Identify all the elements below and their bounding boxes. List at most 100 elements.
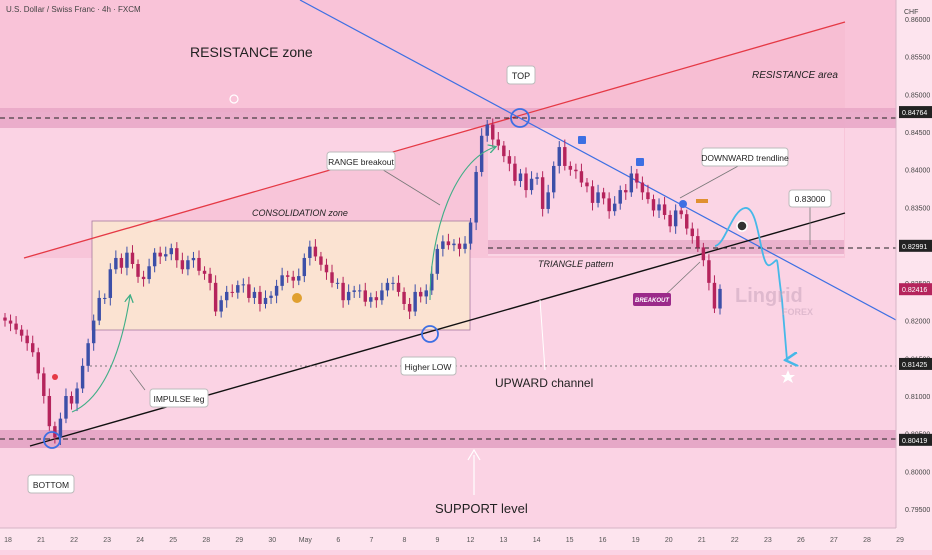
candle-body <box>103 297 107 299</box>
candle-body <box>496 139 501 146</box>
callout-line-range <box>379 167 441 206</box>
candle-body <box>252 291 257 298</box>
candle-body <box>285 275 290 277</box>
price-tag-bg <box>899 283 932 296</box>
y-tick-label: 0.85000 <box>905 92 930 99</box>
candle-body <box>601 192 606 199</box>
x-tick-label: 13 <box>500 537 508 544</box>
resistance-area-label: RESISTANCE area <box>752 70 838 81</box>
triangle-support-band <box>488 240 844 254</box>
y-tick-label: 0.80000 <box>905 469 930 476</box>
candle-body <box>42 373 46 396</box>
candle-body <box>407 303 412 312</box>
candle-body <box>646 192 650 200</box>
candle-body <box>191 257 196 261</box>
candle-body <box>125 252 129 268</box>
candle-body <box>385 282 390 291</box>
candle-body <box>513 163 517 182</box>
candle-body <box>402 291 406 304</box>
candle-body <box>507 156 512 164</box>
x-tick-label: 19 <box>632 537 640 544</box>
candle-body <box>263 297 268 304</box>
candle-body <box>529 178 534 191</box>
candle-body <box>97 297 101 321</box>
price-axis[interactable] <box>896 0 932 550</box>
candle-body <box>374 297 379 301</box>
candle-body <box>208 273 212 283</box>
candle-body <box>8 320 13 324</box>
candles-layer <box>3 118 722 446</box>
candle-body <box>291 276 295 281</box>
support-band <box>0 430 896 448</box>
projection-path <box>714 207 787 360</box>
x-tick-label: 9 <box>436 537 440 544</box>
candle-body <box>413 291 417 312</box>
callout-line-impulse <box>129 369 146 391</box>
svg-text:Lingrid: Lingrid <box>735 285 803 307</box>
y-tick-label: 0.82000 <box>905 319 930 326</box>
candle-body <box>579 171 584 183</box>
candle-body <box>369 297 373 302</box>
candle-body <box>673 210 678 227</box>
candle-body <box>457 243 462 249</box>
bottom-marker <box>43 431 61 449</box>
candle-body <box>574 169 578 172</box>
candle-body <box>180 260 185 270</box>
candle-body <box>463 243 467 249</box>
downward-trendline <box>299 0 896 321</box>
candle-body <box>435 248 440 274</box>
candle-body <box>380 290 384 301</box>
candle-body <box>685 214 689 229</box>
candle-body <box>274 285 279 296</box>
candle-body <box>618 190 622 204</box>
candle-body <box>502 145 506 157</box>
price-tag-bg <box>899 106 932 119</box>
candle-body <box>363 290 367 302</box>
breakout-badge: BREAKOUT <box>633 293 671 306</box>
candle-body <box>430 273 434 291</box>
x-tick-label: 22 <box>731 537 739 544</box>
downward-trendline-callout: DOWNWARD trendline <box>701 147 789 167</box>
candle-body <box>108 269 113 298</box>
x-tick-labels: 18 21 22 23 24 25 28 29 30 May 6 7 8 9 12 13 14 15 16 19 20 2… <box>4 537 904 544</box>
triangle-pattern-label: TRIANGLE pattern <box>538 259 614 269</box>
candle-body <box>202 270 207 274</box>
candle-body <box>80 365 85 389</box>
price-tag-bg <box>899 239 932 252</box>
star-icon <box>781 370 795 383</box>
x-tick-label: 7 <box>369 537 373 544</box>
candle-body <box>136 264 140 277</box>
candle-body <box>596 192 600 203</box>
time-axis[interactable] <box>0 528 932 550</box>
impulse-leg-callout: IMPULSE leg <box>149 388 209 408</box>
x-tick-label: 16 <box>599 537 607 544</box>
higher-low-marker <box>421 325 439 343</box>
candle-body <box>152 252 157 267</box>
top-marker <box>510 108 530 128</box>
candle-body <box>14 323 18 330</box>
symbol-title: U.S. Dollar / Swiss Franc · 4h · FXCM <box>6 5 141 14</box>
lingrid-watermark: Lingrid FOREX <box>735 285 813 317</box>
candle-body <box>701 247 706 261</box>
candle-body <box>491 124 495 140</box>
y-tick-label: 0.86000 <box>905 17 930 24</box>
support-level-label: SUPPORT level <box>435 501 528 516</box>
price-tag: 0.80419 <box>902 438 927 445</box>
candle-body <box>346 291 351 301</box>
candle-body <box>518 173 523 182</box>
candle-body <box>224 291 229 301</box>
candle-body <box>524 173 528 191</box>
candle-body <box>186 260 190 270</box>
candle-body <box>557 147 561 166</box>
trendline-dot <box>679 200 687 208</box>
candle-body <box>319 256 323 265</box>
upward-channel-label: UPWARD channel <box>495 376 593 390</box>
candle-body <box>335 282 340 284</box>
y-tick-label: 0.81000 <box>905 394 930 401</box>
range-breakout-callout: RANGE breakout <box>326 151 396 171</box>
candle-body <box>25 335 29 344</box>
candle-body <box>147 266 151 280</box>
candle-body <box>175 248 179 261</box>
price-tag: 0.82416 <box>902 287 927 294</box>
